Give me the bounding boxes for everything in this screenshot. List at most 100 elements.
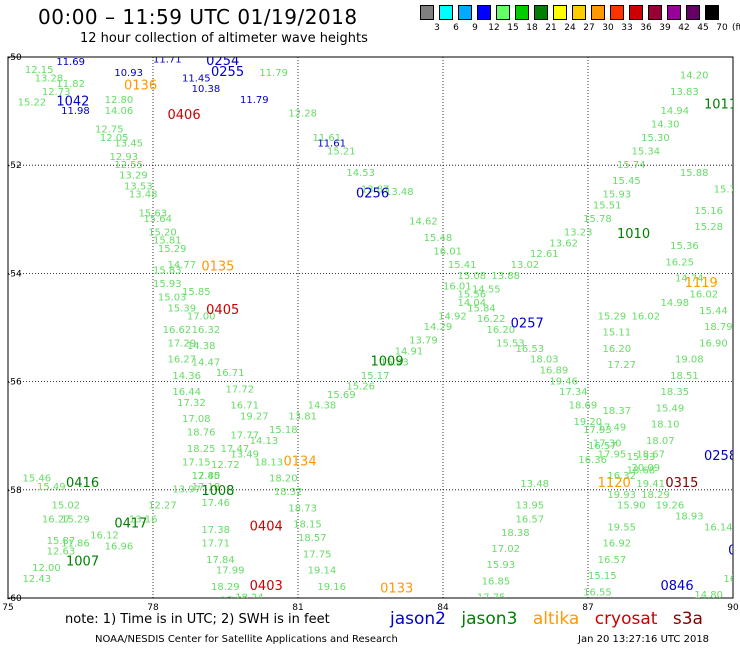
- wave-height-point: 15.22: [18, 98, 47, 109]
- wave-height-point: 10.93: [114, 68, 143, 79]
- pass-label: 0134: [284, 454, 317, 469]
- legend-cryosat: cryosat: [594, 609, 658, 629]
- wave-height-point: 14.98: [661, 298, 690, 309]
- wave-height-point: 15.49: [37, 482, 66, 493]
- wave-height-point: 15.30: [641, 133, 670, 144]
- wave-height-point: 16.32: [607, 471, 636, 482]
- wave-height-point: 16.57: [516, 514, 545, 525]
- scale-label: 9: [472, 23, 478, 33]
- wave-height-point: 16.62: [163, 325, 192, 336]
- wave-height-point: 19.16: [317, 582, 346, 593]
- wave-height-point: 15.03: [158, 292, 187, 303]
- wave-height-point: 13.02: [511, 260, 540, 271]
- wave-height-point: 17.77: [230, 430, 259, 441]
- wave-height-point: 16.57: [598, 555, 627, 566]
- wave-height-point: 15.29: [598, 311, 627, 322]
- wave-height-point: 13.54: [549, 636, 578, 647]
- wave-height-point: 15.93: [603, 190, 632, 201]
- wave-height-point: 15.21: [327, 146, 356, 157]
- wave-height-point: 12.00: [32, 563, 61, 574]
- wave-height-point: 16.02: [632, 311, 661, 322]
- wave-height-point: 12.43: [23, 574, 52, 585]
- pass-label: 1119: [685, 276, 718, 291]
- wave-height-point: 15.29: [158, 244, 187, 255]
- wave-height-point: 16.96: [105, 541, 134, 552]
- wave-height-point: 17.38: [201, 525, 230, 536]
- scale-label: 21: [545, 23, 557, 33]
- wave-height-point: 16.85: [482, 576, 511, 587]
- wave-height-point: 15.36: [670, 241, 699, 252]
- scale-swatch: [629, 5, 643, 20]
- footer-timestamp: Jan 20 13:27:16 UTC 2018: [578, 634, 710, 645]
- wave-height-point: 14.13: [250, 436, 279, 447]
- plot-frame: [7, 56, 734, 599]
- legend-s3a: s3a: [672, 609, 703, 629]
- wave-height-point: 11.86: [61, 539, 90, 550]
- scale-label: 70: [716, 23, 728, 33]
- wave-height-point: 16.57: [588, 441, 617, 452]
- wave-height-point: 17.46: [462, 628, 491, 639]
- scale-swatch: [439, 5, 453, 20]
- wave-height-point: 16.20: [603, 344, 632, 355]
- wave-height-point: 15.90: [617, 501, 646, 512]
- chart-subtitle: 12 hour collection of altimeter wave hei…: [80, 31, 368, 46]
- wave-height-point: 15.48: [424, 233, 453, 244]
- wave-height-point: 11.79: [240, 95, 269, 106]
- x-tick-label: 78: [147, 603, 159, 613]
- pass-label: 0133: [380, 582, 413, 597]
- pass-label: 0257: [511, 317, 544, 332]
- wave-height-point: 15.49: [656, 403, 685, 414]
- scale-label: 3: [434, 23, 440, 33]
- wave-height-point: 15.93: [487, 560, 516, 571]
- pass-label: 0258: [704, 449, 737, 464]
- pass-label: 0404: [250, 519, 283, 534]
- wave-height-point: 17.46: [201, 498, 230, 509]
- wave-height-point: 16.27: [42, 514, 71, 525]
- wave-height-point: 18.67: [636, 449, 665, 460]
- scale-swatch: [515, 5, 529, 20]
- wave-height-point: 14.30: [651, 119, 680, 130]
- pass-label: 0405: [206, 303, 239, 318]
- pass-label: 0416: [66, 476, 99, 491]
- wave-height-point: 14.55: [472, 284, 501, 295]
- note-text: note: 1) Time is in UTC; 2) SWH is in fe…: [65, 612, 330, 627]
- y-tick-label: -50: [7, 53, 22, 63]
- wave-height-point: 15.33: [627, 452, 656, 463]
- wave-height-point: 13.16: [129, 514, 158, 525]
- wave-height-point: 12.63: [47, 547, 76, 558]
- wave-height-point: 18.24: [235, 593, 264, 604]
- wave-height-point: 16.71: [216, 368, 245, 379]
- wave-height-point: 13.83: [670, 87, 699, 98]
- wave-height-point: 12.61: [530, 249, 559, 260]
- wave-height-point: 15.83: [153, 265, 182, 276]
- wave-height-point: 16.55: [583, 587, 612, 598]
- wave-height-point: 15.20: [148, 228, 177, 239]
- wave-height-point: 15.81: [153, 236, 182, 247]
- wave-height-point: 19.55: [607, 522, 636, 533]
- scale-label: 33: [621, 23, 633, 33]
- chart-title: 00:00 – 11:59 UTC 01/19/2018: [38, 5, 358, 29]
- wave-height-point: 14.77: [168, 260, 197, 271]
- scale-swatch: [667, 5, 681, 20]
- wave-height-point: 14.04: [458, 298, 487, 309]
- wave-height-point: 17.95: [598, 449, 627, 460]
- wave-height-point: 12.85: [192, 471, 221, 482]
- pass-label: 0846: [661, 579, 694, 594]
- wave-height-point: 17.29: [168, 338, 197, 349]
- wave-height-point: 19.27: [240, 411, 269, 422]
- wave-height-point: 15.16: [694, 206, 723, 217]
- wave-height-point: 13.48: [385, 187, 414, 198]
- legend-jason3: jason3: [461, 609, 518, 629]
- wave-height-point: 15.69: [327, 390, 356, 401]
- legend: jason2 jason3 altika cryosat s3a: [390, 609, 713, 629]
- wave-height-point: 17.02: [491, 544, 520, 555]
- scale-label: 39: [659, 23, 671, 33]
- scale-label: 24: [564, 23, 576, 33]
- wave-height-point: 12.15: [25, 65, 54, 76]
- wave-height-point: 15.39: [168, 303, 197, 314]
- scale-swatch: [648, 5, 662, 20]
- wave-height-point: 12.80: [105, 95, 134, 106]
- wave-height-point: 18.37: [603, 406, 632, 417]
- wave-height-point: 16.10: [448, 644, 477, 650]
- legend-altika: altika: [532, 609, 580, 629]
